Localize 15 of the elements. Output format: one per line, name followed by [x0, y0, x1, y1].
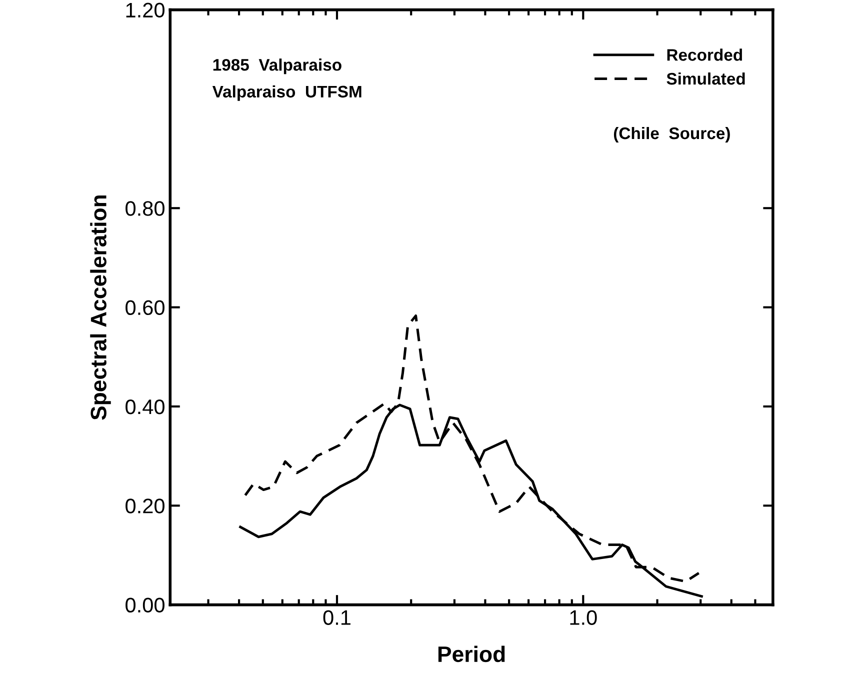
- y-tick-label: 0.60: [126, 300, 164, 316]
- y-tick-label: 1.20: [126, 2, 164, 18]
- y-tick-label: 0.80: [126, 201, 164, 216]
- annotation: 1985 Valparaiso: [213, 58, 342, 74]
- annotation: Valparaiso UTFSM: [212, 85, 362, 101]
- y-tick-label: 0.40: [126, 399, 164, 414]
- legend-label: Simulated: [666, 72, 745, 85]
- y-tick-label: 0.00: [126, 598, 164, 613]
- annotation: (Chile Source): [614, 126, 730, 143]
- y-tick-label: 0.20: [126, 498, 164, 514]
- x-tick-label: 1.0: [570, 610, 597, 625]
- y-axis-title: Spectral Acceleration: [90, 195, 111, 420]
- legend-label: Recorded: [667, 48, 742, 61]
- x-tick-label: 0.1: [323, 610, 350, 625]
- x-axis-title: Period: [438, 646, 505, 662]
